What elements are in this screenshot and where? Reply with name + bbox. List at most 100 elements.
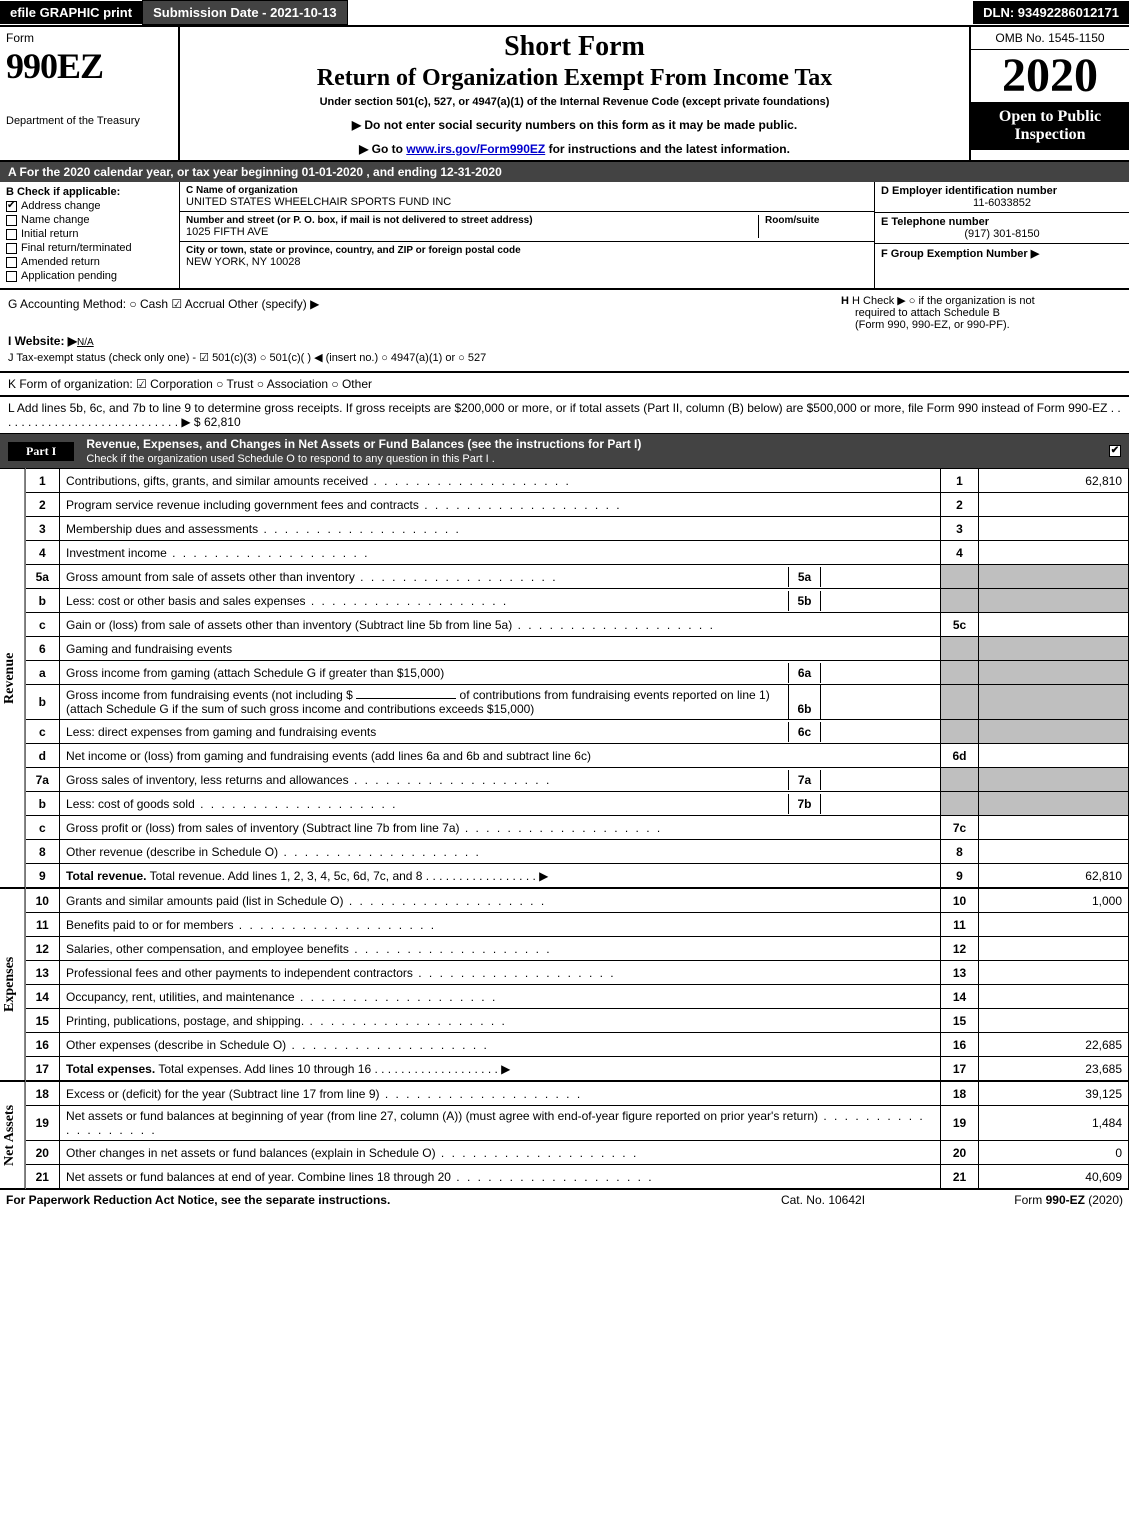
j-tax-exempt: J Tax-exempt status (check only one) - ☑… [8, 351, 1121, 364]
f-group-label: F Group Exemption Number ▶ [881, 247, 1123, 260]
table-row: 12Salaries, other compensation, and empl… [26, 937, 1129, 961]
amended-label: Amended return [21, 256, 100, 268]
table-row: bLess: cost or other basis and sales exp… [26, 589, 1129, 613]
part1-title: Revenue, Expenses, and Changes in Net As… [86, 437, 641, 451]
phone-value: (917) 301-8150 [881, 228, 1123, 240]
top-bar: efile GRAPHIC print Submission Date - 20… [0, 0, 1129, 27]
ein-block: D Employer identification number 11-6033… [874, 182, 1129, 288]
addr-label: Number and street (or P. O. box, if mail… [186, 215, 758, 226]
g-accounting: G Accounting Method: ○ Cash ☑ Accrual Ot… [8, 297, 841, 328]
h-check-line1: H H Check ▶ ○ if the organization is not [841, 294, 1121, 307]
part1-header: Part I Revenue, Expenses, and Changes in… [0, 434, 1129, 468]
table-row: cLess: direct expenses from gaming and f… [26, 720, 1129, 744]
org-name: UNITED STATES WHEELCHAIR SPORTS FUND INC [186, 196, 868, 208]
table-row: 18Excess or (deficit) for the year (Subt… [26, 1082, 1129, 1106]
revenue-table: 1Contributions, gifts, grants, and simil… [26, 468, 1129, 888]
city-state-zip: NEW YORK, NY 10028 [186, 256, 868, 268]
table-row: 21Net assets or fund balances at end of … [26, 1165, 1129, 1189]
net-assets-table: 18Excess or (deficit) for the year (Subt… [26, 1081, 1129, 1189]
name-change-checkbox[interactable] [6, 215, 17, 226]
page-footer: For Paperwork Reduction Act Notice, see … [0, 1189, 1129, 1210]
final-return-label: Final return/terminated [21, 242, 132, 254]
table-row: 6Gaming and fundraising events [26, 637, 1129, 661]
check-column: B Check if applicable: Address change Na… [0, 182, 180, 288]
room-label: Room/suite [765, 215, 868, 226]
mid-rows: G Accounting Method: ○ Cash ☑ Accrual Ot… [0, 290, 1129, 372]
department-label: Department of the Treasury [6, 115, 172, 127]
h-check-line2: required to attach Schedule B [841, 307, 1121, 319]
open-public-label: Open to Public Inspection [971, 102, 1129, 150]
table-row: 16Other expenses (describe in Schedule O… [26, 1033, 1129, 1057]
table-row: cGain or (loss) from sale of assets othe… [26, 613, 1129, 637]
form-word: Form [6, 31, 172, 45]
entity-block: B Check if applicable: Address change Na… [0, 182, 1129, 290]
net-assets-section: Net Assets 18Excess or (deficit) for the… [0, 1081, 1129, 1189]
table-row: 19Net assets or fund balances at beginni… [26, 1106, 1129, 1141]
address-change-label: Address change [21, 200, 101, 212]
omb-number: OMB No. 1545-1150 [971, 27, 1129, 50]
goto-post: for instructions and the latest informat… [545, 142, 790, 156]
part1-checkbox[interactable]: ✔ [1109, 445, 1121, 457]
table-row: bLess: cost of goods sold7b [26, 792, 1129, 816]
table-row: 15Printing, publications, postage, and s… [26, 1009, 1129, 1033]
revenue-side-label: Revenue [0, 468, 26, 888]
name-change-label: Name change [21, 214, 90, 226]
irs-link[interactable]: www.irs.gov/Form990EZ [406, 142, 545, 156]
name-address-block: C Name of organization UNITED STATES WHE… [180, 182, 874, 288]
expenses-table: 10Grants and similar amounts paid (list … [26, 888, 1129, 1081]
table-row: 17Total expenses. Total expenses. Add li… [26, 1057, 1129, 1081]
table-row: 8Other revenue (describe in Schedule O)8 [26, 840, 1129, 864]
submission-date: Submission Date - 2021-10-13 [142, 0, 348, 25]
table-row: 3Membership dues and assessments3 [26, 517, 1129, 541]
form-number: 990EZ [6, 45, 172, 87]
efile-label[interactable]: efile GRAPHIC print [0, 1, 142, 24]
footer-catno: Cat. No. 10642I [723, 1193, 923, 1207]
table-row: 1Contributions, gifts, grants, and simil… [26, 469, 1129, 493]
revenue-section: Revenue 1Contributions, gifts, grants, a… [0, 468, 1129, 888]
initial-return-checkbox[interactable] [6, 229, 17, 240]
footer-left: For Paperwork Reduction Act Notice, see … [6, 1193, 723, 1207]
table-row: 2Program service revenue including gover… [26, 493, 1129, 517]
goto-line: ▶ Go to www.irs.gov/Form990EZ for instru… [184, 142, 965, 156]
expenses-side-label: Expenses [0, 888, 26, 1081]
form-header: Form 990EZ Department of the Treasury Sh… [0, 27, 1129, 162]
city-label: City or town, state or province, country… [186, 245, 868, 256]
table-row: 10Grants and similar amounts paid (list … [26, 889, 1129, 913]
b-label: B Check if applicable: [6, 186, 173, 198]
table-row: 20Other changes in net assets or fund ba… [26, 1141, 1129, 1165]
table-row: 9Total revenue. Total revenue. Add lines… [26, 864, 1129, 888]
table-row: 13Professional fees and other payments t… [26, 961, 1129, 985]
dln-label: DLN: 93492286012171 [973, 1, 1129, 24]
k-row: K Form of organization: ☑ Corporation ○ … [0, 372, 1129, 396]
application-pending-checkbox[interactable] [6, 271, 17, 282]
net-assets-side-label: Net Assets [0, 1081, 26, 1189]
initial-return-label: Initial return [21, 228, 78, 240]
table-row: 5aGross amount from sale of assets other… [26, 565, 1129, 589]
table-row: 14Occupancy, rent, utilities, and mainte… [26, 985, 1129, 1009]
d-ein-label: D Employer identification number [881, 185, 1123, 197]
expenses-section: Expenses 10Grants and similar amounts pa… [0, 888, 1129, 1081]
short-form-title: Short Form [184, 31, 965, 63]
l-row: L Add lines 5b, 6c, and 7b to line 9 to … [0, 396, 1129, 434]
application-pending-label: Application pending [21, 270, 117, 282]
c-name-label: C Name of organization [186, 185, 868, 196]
i-website-label: I Website: ▶ [8, 334, 77, 348]
table-row: 11Benefits paid to or for members11 [26, 913, 1129, 937]
table-row: 7aGross sales of inventory, less returns… [26, 768, 1129, 792]
table-row: bGross income from fundraising events (n… [26, 685, 1129, 720]
tax-year: 2020 [971, 50, 1129, 102]
goto-pre: ▶ Go to [359, 142, 406, 156]
return-title: Return of Organization Exempt From Incom… [184, 65, 965, 92]
h-check-line3: (Form 990, 990-EZ, or 990-PF). [841, 319, 1121, 331]
part1-label: Part I [8, 442, 74, 461]
privacy-warning: ▶ Do not enter social security numbers o… [184, 118, 965, 132]
address-change-checkbox[interactable] [6, 201, 17, 212]
amended-return-checkbox[interactable] [6, 257, 17, 268]
final-return-checkbox[interactable] [6, 243, 17, 254]
table-row: 4Investment income4 [26, 541, 1129, 565]
e-phone-label: E Telephone number [881, 216, 1123, 228]
table-row: aGross income from gaming (attach Schedu… [26, 661, 1129, 685]
footer-form: Form 990-EZ (2020) [923, 1193, 1123, 1207]
under-section: Under section 501(c), 527, or 4947(a)(1)… [184, 96, 965, 108]
website-value: N/A [77, 337, 477, 348]
